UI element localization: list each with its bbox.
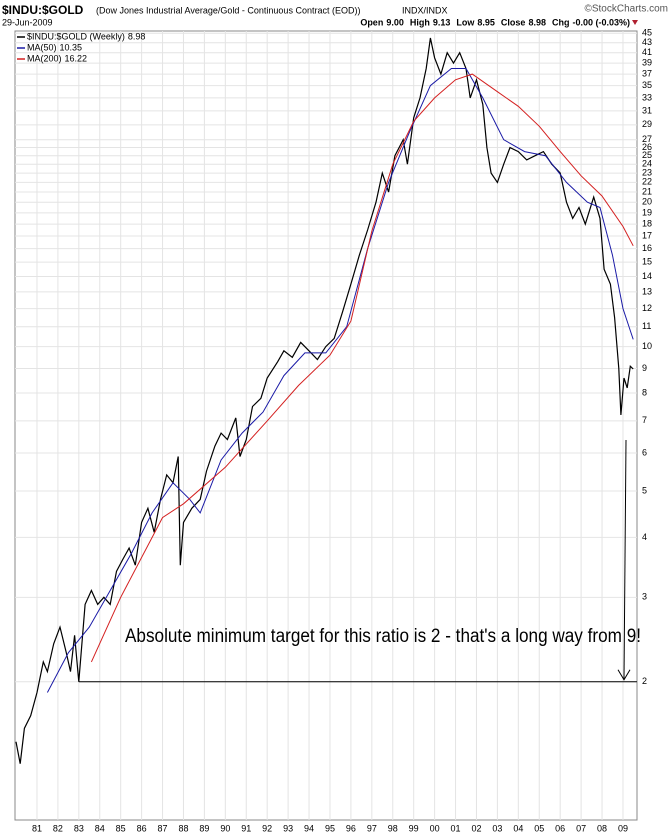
y-tick-label: 26 xyxy=(642,142,652,152)
x-tick-label: 07 xyxy=(576,823,586,833)
y-tick-label: 13 xyxy=(642,286,652,296)
quote-value: 8.95 xyxy=(477,17,495,27)
date: 29-Jun-2009 xyxy=(2,17,53,27)
x-tick-label: 95 xyxy=(325,823,335,833)
y-tick-label: 43 xyxy=(642,37,652,47)
y-tick-label: 31 xyxy=(642,105,652,115)
legend-value: 8.98 xyxy=(128,31,146,41)
y-tick-label: 35 xyxy=(642,80,652,90)
quote-value: 8.98 xyxy=(528,17,546,27)
x-tick-label: 93 xyxy=(283,823,293,833)
x-tick-label: 04 xyxy=(513,823,523,833)
quote-value: 9.00 xyxy=(386,17,404,27)
y-tick-label: 33 xyxy=(642,92,652,102)
x-tick-label: 85 xyxy=(116,823,126,833)
down-marker xyxy=(632,20,638,25)
x-tick-label: 01 xyxy=(451,823,461,833)
x-tick-label: 97 xyxy=(367,823,377,833)
x-tick-label: 81 xyxy=(32,823,42,833)
y-tick-label: 14 xyxy=(642,271,652,281)
y-tick-label: 8 xyxy=(642,387,647,397)
x-tick-label: 88 xyxy=(178,823,188,833)
x-tick-label: 86 xyxy=(137,823,147,833)
y-tick-label: 17 xyxy=(642,230,652,240)
grid xyxy=(15,31,637,820)
quote-label: Low xyxy=(456,17,475,27)
y-tick-label: 22 xyxy=(642,177,652,187)
y-tick-label: 7 xyxy=(642,415,647,425)
y-tick-label: 37 xyxy=(642,68,652,78)
chart-subtitle: (Dow Jones Industrial Average/Gold - Con… xyxy=(96,5,360,15)
x-tick-label: 02 xyxy=(471,823,481,833)
legend-label: MA(50) xyxy=(27,42,57,52)
y-tick-label: 12 xyxy=(642,303,652,313)
y-tick-label: 4 xyxy=(642,532,647,542)
series-line xyxy=(90,73,634,663)
y-tick-label: 6 xyxy=(642,447,647,457)
quote-label: Close xyxy=(501,17,526,27)
legend-value: 16.22 xyxy=(65,53,88,63)
y-tick-label: 15 xyxy=(642,256,652,266)
quote-value: 9.13 xyxy=(433,17,451,27)
x-tick-label: 00 xyxy=(430,823,440,833)
y-tick-label: 10 xyxy=(642,341,652,351)
x-tick-label: 03 xyxy=(492,823,502,833)
x-tick-label: 87 xyxy=(158,823,168,833)
y-tick-label: 16 xyxy=(642,243,652,253)
x-tick-label: 06 xyxy=(555,823,565,833)
x-tick-label: 94 xyxy=(304,823,314,833)
series-line xyxy=(46,68,634,693)
y-tick-label: 23 xyxy=(642,167,652,177)
y-tick-label: 41 xyxy=(642,47,652,57)
y-tick-label: 19 xyxy=(642,207,652,217)
quote-label: Chg xyxy=(552,17,570,27)
x-tick-label: 08 xyxy=(597,823,607,833)
x-tick-label: 82 xyxy=(53,823,63,833)
y-tick-label: 39 xyxy=(642,57,652,67)
x-tick-label: 83 xyxy=(74,823,84,833)
legend-label: $INDU:$GOLD (Weekly) xyxy=(27,31,125,41)
x-tick-label: 99 xyxy=(409,823,419,833)
y-tick-label: 29 xyxy=(642,119,652,129)
chart-title: $INDU:$GOLD xyxy=(2,3,84,17)
y-tick-label: 9 xyxy=(642,363,647,373)
arrow-head xyxy=(617,669,631,681)
y-tick-label: 3 xyxy=(642,592,647,602)
quote-label: High xyxy=(410,17,430,27)
arrow xyxy=(623,439,627,679)
x-tick-label: 92 xyxy=(262,823,272,833)
legend-value: 10.35 xyxy=(60,42,83,52)
marks xyxy=(15,37,634,764)
x-tick-label: 84 xyxy=(95,823,105,833)
legend-label: MA(200) xyxy=(27,53,62,63)
y-tick-label: 11 xyxy=(642,321,651,331)
x-tick-label: 90 xyxy=(220,823,230,833)
y-tick-label: 2 xyxy=(642,676,647,686)
y-tick-label: 20 xyxy=(642,197,652,207)
y-tick-label: 25 xyxy=(642,150,652,160)
quote-value: -0.00 (-0.03%) xyxy=(572,17,630,27)
x-tick-label: 91 xyxy=(241,823,251,833)
exchange: INDX/INDX xyxy=(402,5,448,15)
y-tick-label: 27 xyxy=(642,134,652,144)
y-tick-label: 24 xyxy=(642,159,652,169)
y-tick-label: 18 xyxy=(642,219,652,229)
plot-frame xyxy=(14,30,638,821)
x-tick-label: 96 xyxy=(346,823,356,833)
x-tick-label: 09 xyxy=(618,823,628,833)
x-tick-label: 89 xyxy=(199,823,209,833)
x-tick-label: 05 xyxy=(534,823,544,833)
y-tick-label: 5 xyxy=(642,485,647,495)
quote-label: Open xyxy=(360,17,383,27)
x-tick-label: 98 xyxy=(388,823,398,833)
source: ©StockCharts.com xyxy=(584,4,668,15)
y-tick-label: 45 xyxy=(642,28,652,38)
y-tick-label: 21 xyxy=(642,186,652,196)
annotation: Absolute minimum target for this ratio i… xyxy=(125,626,641,647)
